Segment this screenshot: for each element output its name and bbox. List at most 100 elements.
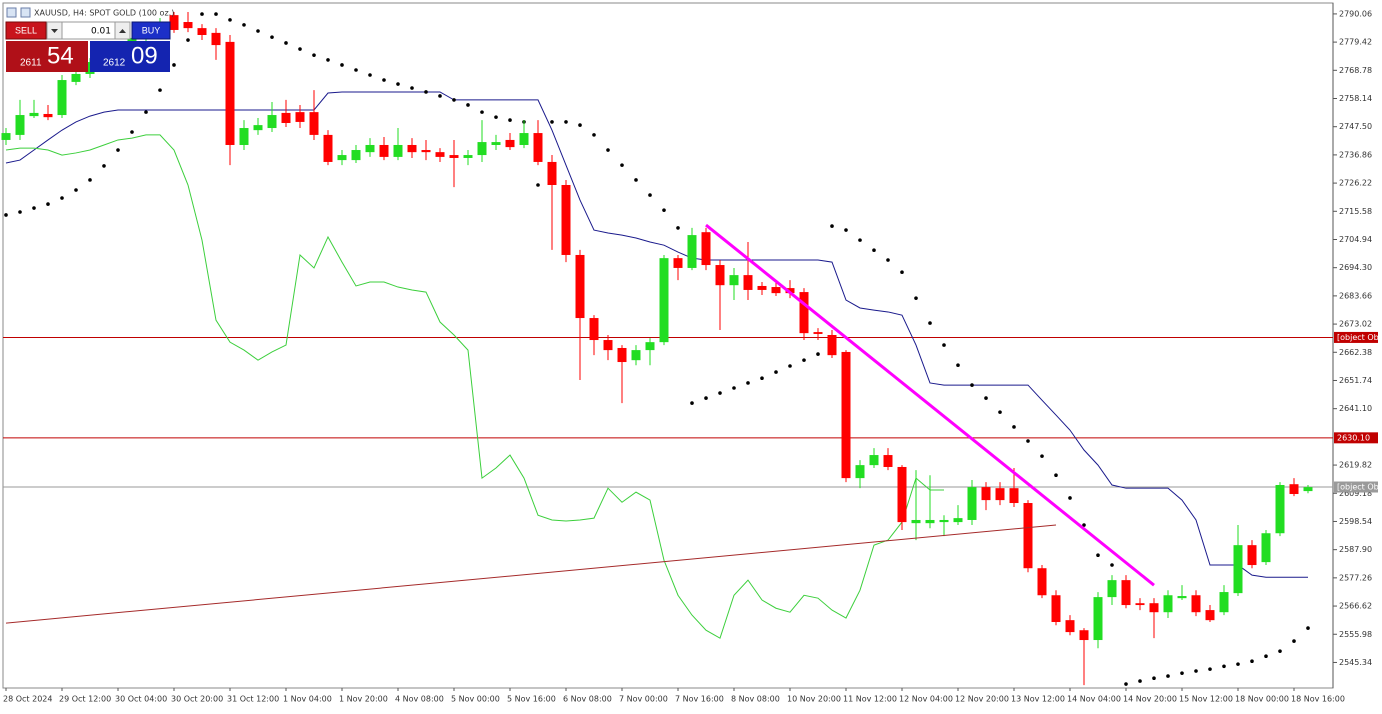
y-tick-label: 2715.58 bbox=[1339, 207, 1372, 216]
sar-dot bbox=[158, 88, 162, 92]
x-tick-label: 18 Nov 00:00 bbox=[1235, 695, 1289, 704]
candle-body bbox=[379, 144, 389, 157]
buy-label: BUY bbox=[142, 25, 161, 35]
y-tick-label: 2704.94 bbox=[1339, 235, 1372, 244]
candle-body bbox=[743, 275, 753, 290]
level-label: [object Object] bbox=[1337, 333, 1382, 342]
candle-body bbox=[575, 254, 585, 319]
sar-dot bbox=[382, 78, 386, 82]
candle-body bbox=[827, 335, 837, 356]
buy-button[interactable] bbox=[131, 21, 171, 40]
sar-dot bbox=[480, 110, 484, 114]
candle-body bbox=[883, 455, 893, 467]
sar-dot bbox=[914, 296, 918, 300]
x-tick-label: 6 Nov 08:00 bbox=[563, 695, 612, 704]
candle-body bbox=[519, 133, 529, 145]
sar-dot bbox=[970, 383, 974, 387]
y-tick-label: 2651.74 bbox=[1339, 376, 1372, 385]
y-tick-label: 2598.54 bbox=[1339, 517, 1372, 526]
candle-body bbox=[1261, 533, 1271, 563]
candle-body bbox=[897, 466, 907, 523]
sar-dot bbox=[662, 208, 666, 212]
candle-body bbox=[1219, 592, 1229, 613]
x-tick-label: 29 Oct 12:00 bbox=[59, 695, 111, 704]
candle-body bbox=[1289, 484, 1299, 495]
sar-dot bbox=[88, 178, 92, 182]
candle-body bbox=[1037, 568, 1047, 596]
candle-body bbox=[267, 115, 277, 129]
candle-body bbox=[1009, 488, 1019, 504]
y-tick-label: 2736.86 bbox=[1339, 150, 1372, 159]
candle-body bbox=[183, 22, 193, 29]
ask-box[interactable] bbox=[90, 41, 170, 72]
candle-body bbox=[225, 41, 235, 145]
sar-dot bbox=[144, 110, 148, 114]
sar-dot bbox=[578, 123, 582, 127]
sar-dot bbox=[1152, 676, 1156, 680]
sar-dot bbox=[508, 118, 512, 122]
candle-body bbox=[337, 155, 347, 161]
level-tag bbox=[1334, 331, 1378, 343]
candle-body bbox=[547, 161, 557, 186]
sar-dot bbox=[536, 183, 540, 187]
level-label: 2630.10 bbox=[1337, 433, 1370, 442]
candle-body bbox=[953, 518, 963, 523]
x-tick-label: 10 Nov 20:00 bbox=[787, 695, 841, 704]
arrow-down bbox=[51, 29, 58, 33]
x-tick-label: 1 Nov 04:00 bbox=[283, 695, 332, 704]
ask-price: 2612 bbox=[103, 58, 126, 69]
sar-dot bbox=[830, 224, 834, 228]
bid-box[interactable] bbox=[6, 41, 88, 72]
sar-dot bbox=[732, 386, 736, 390]
candle-body bbox=[855, 465, 865, 479]
sar-dot bbox=[998, 410, 1002, 414]
sar-dot bbox=[438, 94, 442, 98]
y-tick-label: 2566.62 bbox=[1339, 602, 1372, 611]
x-tick-label: 8 Nov 08:00 bbox=[731, 695, 780, 704]
sar-dot bbox=[942, 343, 946, 347]
candle-body bbox=[715, 265, 725, 286]
candle-body bbox=[785, 288, 795, 294]
candle-body bbox=[351, 150, 361, 161]
sar-dot bbox=[116, 148, 120, 152]
trade-panel: SELL 0.01 BUY 2611 54 2612 09 bbox=[5, 21, 171, 72]
sar-dot bbox=[550, 120, 554, 124]
y-tick-label: 2545.34 bbox=[1339, 658, 1372, 667]
y-tick-label: 2673.02 bbox=[1339, 320, 1372, 329]
sar-dot bbox=[648, 193, 652, 197]
sar-dot bbox=[102, 164, 106, 168]
sell-button[interactable] bbox=[5, 21, 47, 40]
sar-dot bbox=[396, 82, 400, 86]
x-tick-label: 18 Nov 16:00 bbox=[1291, 695, 1345, 704]
sar-dot bbox=[886, 258, 890, 262]
x-tick-label: 13 Nov 12:00 bbox=[1011, 695, 1065, 704]
sar-dot bbox=[1208, 667, 1212, 671]
sar-dot bbox=[718, 391, 722, 395]
sar-dot bbox=[1180, 671, 1184, 675]
sar-dot bbox=[172, 63, 176, 67]
sar-dot bbox=[74, 188, 78, 192]
candle-body bbox=[1303, 487, 1313, 492]
candle-body bbox=[701, 232, 711, 266]
candle-body bbox=[1, 133, 11, 140]
candle-body bbox=[939, 519, 949, 523]
y-tick-label: 2641.10 bbox=[1339, 404, 1372, 413]
sar-dot bbox=[1278, 649, 1282, 653]
bid-pips: 54 bbox=[47, 42, 74, 69]
sar-dot bbox=[844, 228, 848, 232]
sar-dot bbox=[1068, 496, 1072, 500]
level-tag bbox=[1334, 481, 1378, 493]
candle-body bbox=[449, 155, 459, 158]
candle-body bbox=[1233, 545, 1243, 594]
candle-body bbox=[589, 318, 599, 341]
trend-line bbox=[5, 524, 1057, 624]
marks: 2790.06 2779.42 2768.78 2758.14 2747.50 2736.… bbox=[1, 9, 1372, 704]
candle-body bbox=[981, 487, 991, 501]
sell-label: SELL bbox=[15, 25, 37, 35]
x-tick-label: 12 Nov 04:00 bbox=[899, 695, 953, 704]
candle-body bbox=[1051, 595, 1061, 623]
candle-body bbox=[393, 144, 403, 157]
candle-body bbox=[1079, 630, 1089, 641]
sar-dot bbox=[984, 396, 988, 400]
